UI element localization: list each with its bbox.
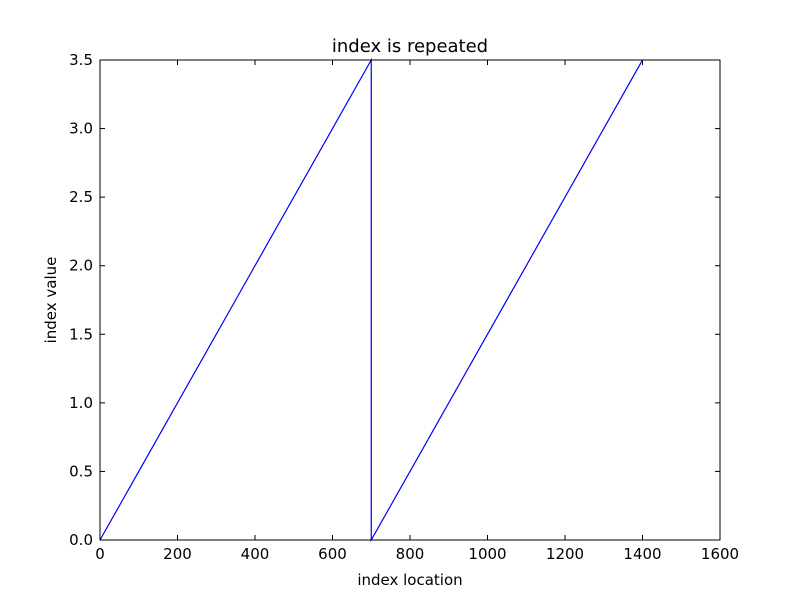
y-tick-label: 1.5 [69, 325, 93, 343]
y-tick-label: 0.0 [69, 531, 93, 549]
x-tick-label: 1600 [701, 545, 739, 563]
y-axis-label: index value [42, 257, 60, 344]
y-tick-label: 3.5 [69, 51, 93, 69]
y-tick-label: 2.5 [69, 188, 93, 206]
x-tick-label: 1000 [468, 545, 506, 563]
y-axis: 0.0 0.5 1.0 1.5 2.0 2.5 3.0 3.5 [69, 51, 720, 549]
y-tick-label: 3.0 [69, 120, 93, 138]
plot-frame [99, 59, 721, 541]
y-tick-label: 0.5 [69, 462, 93, 480]
x-axis-label: index location [357, 571, 462, 589]
x-tick-label: 600 [318, 545, 347, 563]
series-line-1 [99, 57, 644, 543]
x-tick-label: 1400 [623, 545, 661, 563]
x-tick-label: 0 [95, 545, 105, 563]
x-tick-label: 400 [241, 545, 270, 563]
chart-title: index is repeated [332, 36, 488, 57]
x-tick-label: 200 [163, 545, 192, 563]
y-tick-label: 1.0 [69, 394, 93, 412]
plot-area [99, 57, 644, 543]
x-axis: 0 200 400 600 800 1000 1200 1400 1600 [95, 60, 739, 563]
y-tick-label: 2.0 [69, 257, 93, 275]
x-tick-label: 1200 [546, 545, 584, 563]
x-tick-label: 800 [396, 545, 425, 563]
